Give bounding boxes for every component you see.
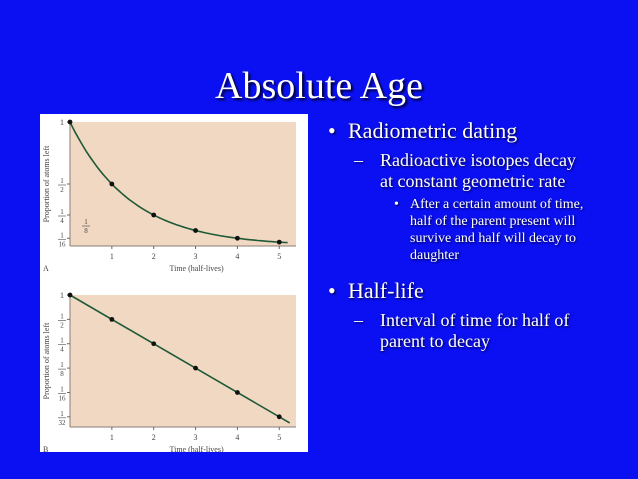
data-point: [67, 292, 73, 298]
data-point: [276, 414, 282, 420]
y-tick-label: 1: [60, 118, 64, 127]
x-tick-label: 3: [194, 433, 198, 442]
panel-label: A: [43, 264, 49, 273]
y-tick-denominator: 4: [60, 217, 64, 225]
y-axis-label: Proportion of atoms left: [42, 322, 51, 399]
data-point: [151, 341, 157, 347]
bullet-text: Half-life: [348, 278, 424, 303]
data-point: [109, 316, 115, 322]
plot-area: [70, 122, 296, 246]
bullet-list: • Radiometric dating – Radioactive isoto…: [324, 118, 634, 356]
y-tick-numerator: 1: [60, 410, 64, 418]
x-tick-label: 2: [152, 252, 156, 261]
subbullet-interval-of-time: – Interval of time for half of parent to…: [324, 310, 634, 352]
bullet-mark: •: [328, 118, 336, 143]
subbullet-text: Interval of time for half of parent to d…: [380, 310, 570, 351]
y-tick-numerator: 1: [60, 208, 64, 216]
dash-mark: –: [354, 150, 363, 170]
y-tick-denominator: 4: [60, 346, 64, 354]
bullet-half-life: • Half-life: [324, 278, 634, 304]
annotation-denominator: 8: [84, 227, 88, 235]
y-tick-numerator: 1: [60, 312, 64, 320]
dash-mark: –: [354, 310, 363, 330]
subsubbullet-half-survive: • After a certain amount of time, half o…: [324, 196, 600, 264]
annotation-numerator: 1: [84, 218, 88, 226]
x-tick-label: 1: [110, 252, 114, 261]
half-life-figure: 1 1 2 1 4 1 16 1 2 3 4 5 Time (half-lives) Proportion…: [40, 114, 308, 454]
y-axis-label: Proportion of atoms left: [42, 145, 51, 222]
y-tick-denominator: 8: [60, 370, 64, 378]
decay-curve: [69, 294, 291, 424]
x-tick-label: 4: [235, 252, 239, 261]
y-tick-numerator: 1: [60, 231, 64, 239]
subbullet-text: Radioactive isotopes decay at constant g…: [380, 150, 576, 191]
data-point: [235, 235, 240, 241]
y-tick-denominator: 2: [60, 321, 64, 329]
bullet-mark: •: [328, 278, 336, 303]
bullet-mark: •: [394, 197, 399, 212]
y-tick-denominator: 16: [59, 240, 67, 248]
x-axis-label: Time (half-lives): [169, 264, 223, 273]
y-tick-denominator: 16: [59, 394, 67, 402]
subbullet-radioactive-isotopes: – Radioactive isotopes decay at constant…: [324, 150, 634, 192]
panel-label: B: [43, 445, 48, 452]
bullet-text: Radiometric dating: [348, 118, 518, 143]
decay-curve: [69, 121, 288, 244]
x-tick-label: 2: [152, 433, 156, 442]
x-axis-label: Time (half-lives): [169, 445, 223, 452]
y-tick-numerator: 1: [60, 337, 64, 345]
y-tick-label: 1: [60, 291, 64, 300]
x-tick-label: 5: [277, 433, 281, 442]
subsubbullet-text: After a certain amount of time, half of …: [410, 197, 584, 263]
y-tick-denominator: 2: [60, 186, 64, 194]
data-point: [193, 365, 198, 371]
x-tick-label: 1: [110, 433, 114, 442]
y-tick-numerator: 1: [60, 361, 64, 369]
bullet-radiometric-dating: • Radiometric dating: [324, 118, 634, 144]
x-tick-label: 5: [277, 252, 281, 261]
slide-title: Absolute Age: [215, 65, 423, 107]
y-tick-denominator: 32: [59, 419, 67, 427]
x-tick-label: 3: [194, 252, 198, 261]
y-tick-numerator: 1: [60, 385, 64, 393]
data-point: [151, 212, 157, 218]
data-point: [193, 228, 198, 233]
x-tick-label: 4: [235, 433, 239, 442]
y-tick-numerator: 1: [60, 177, 64, 185]
data-point: [109, 181, 115, 187]
data-point: [276, 239, 282, 245]
data-point: [235, 390, 240, 395]
data-point: [67, 119, 73, 125]
